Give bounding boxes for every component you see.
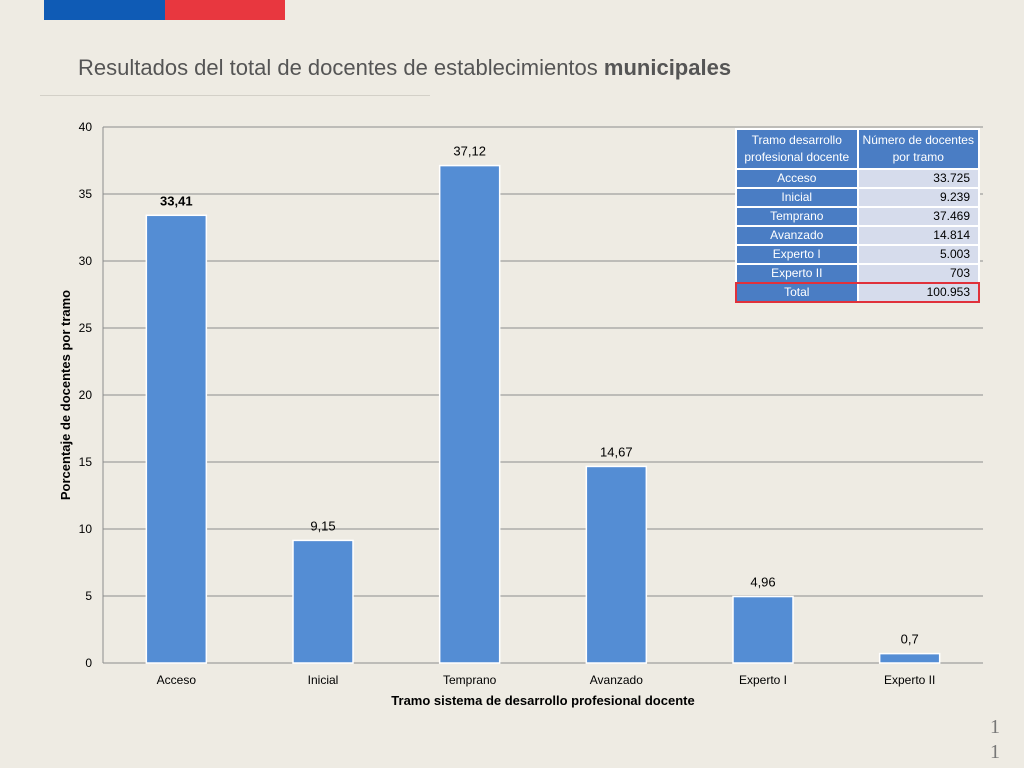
table-cell-total-value: 100.953 [856, 282, 980, 303]
y-axis-ticks: 0 5 10 15 20 25 30 35 40 [79, 120, 93, 670]
table-cell-tramo: Inicial [735, 187, 859, 208]
table-row: Experto II 703 [735, 263, 980, 284]
table-cell-total-label: Total [735, 282, 859, 303]
title-divider [40, 95, 430, 96]
table-cell-tramo: Temprano [735, 206, 859, 227]
table-header-docentes: Número de docentes por tramo [856, 128, 980, 170]
y-tick-label: 25 [79, 321, 93, 335]
table-total-row: Total 100.953 [735, 282, 980, 303]
table-cell-docentes: 703 [856, 263, 980, 284]
y-tick-label: 15 [79, 455, 93, 469]
table-cell-docentes: 33.725 [856, 168, 980, 189]
table-row: Acceso 33.725 [735, 168, 980, 189]
page-number-line2: 1 [990, 741, 1000, 763]
data-label: 9,15 [310, 518, 335, 533]
x-tick-label: Experto II [884, 673, 935, 687]
table-header-row: Tramo desarrollo profesional docente Núm… [735, 128, 980, 170]
y-tick-label: 10 [79, 522, 93, 536]
table-cell-tramo: Experto II [735, 263, 859, 284]
flag-blue-stripe [44, 0, 165, 20]
x-tick-label: Temprano [443, 673, 497, 687]
table-cell-tramo: Avanzado [735, 225, 859, 246]
table-cell-docentes: 5.003 [856, 244, 980, 265]
y-tick-label: 0 [85, 656, 92, 670]
table-cell-tramo: Experto I [735, 244, 859, 265]
x-tick-label: Inicial [308, 673, 339, 687]
table-row: Temprano 37.469 [735, 206, 980, 227]
table-cell-docentes: 14.814 [856, 225, 980, 246]
table-cell-docentes: 37.469 [856, 206, 980, 227]
data-label: 37,12 [453, 144, 486, 159]
table-row: Experto I 5.003 [735, 244, 980, 265]
data-label: 0,7 [901, 632, 919, 647]
data-label: 33,41 [160, 193, 193, 208]
value-labels: 33,41 9,15 37,12 14,67 4,96 0,7 [160, 144, 919, 647]
bar [438, 164, 501, 664]
x-axis-label: Tramo sistema de desarrollo profesional … [391, 693, 694, 708]
table-row: Avanzado 14.814 [735, 225, 980, 246]
x-axis-ticks: Acceso Inicial Temprano Avanzado Experto I Ex… [157, 673, 936, 687]
data-label: 4,96 [750, 575, 775, 590]
y-tick-label: 5 [85, 589, 92, 603]
slide-title: Resultados del total de docentes de esta… [78, 55, 731, 81]
y-tick-label: 20 [79, 388, 93, 402]
table-row: Inicial 9.239 [735, 187, 980, 208]
table-cell-tramo: Acceso [735, 168, 859, 189]
chart-bars [145, 164, 941, 664]
table-header-tramo: Tramo desarrollo profesional docente [735, 128, 859, 170]
y-tick-label: 30 [79, 254, 93, 268]
slide-title-regular: Resultados del total de docentes de esta… [78, 55, 598, 80]
bar [732, 595, 794, 664]
y-axis-label: Porcentaje de docentes por tramo [58, 290, 73, 500]
bar [292, 539, 354, 664]
y-tick-label: 40 [79, 120, 93, 134]
slide-title-bold: municipales [603, 55, 732, 80]
data-label: 14,67 [600, 444, 633, 459]
bar [585, 465, 648, 664]
table-cell-docentes: 9.239 [856, 187, 980, 208]
x-tick-label: Avanzado [590, 673, 643, 687]
page-number-line1: 1 [990, 716, 1000, 738]
x-tick-label: Experto I [739, 673, 787, 687]
x-tick-label: Acceso [157, 673, 197, 687]
docentes-table: Tramo desarrollo profesional docente Núm… [735, 128, 980, 303]
bar [145, 214, 208, 664]
page-number: 1 1 [985, 715, 1005, 765]
y-tick-label: 35 [79, 187, 93, 201]
bar [878, 652, 941, 664]
flag-red-stripe [165, 0, 285, 20]
